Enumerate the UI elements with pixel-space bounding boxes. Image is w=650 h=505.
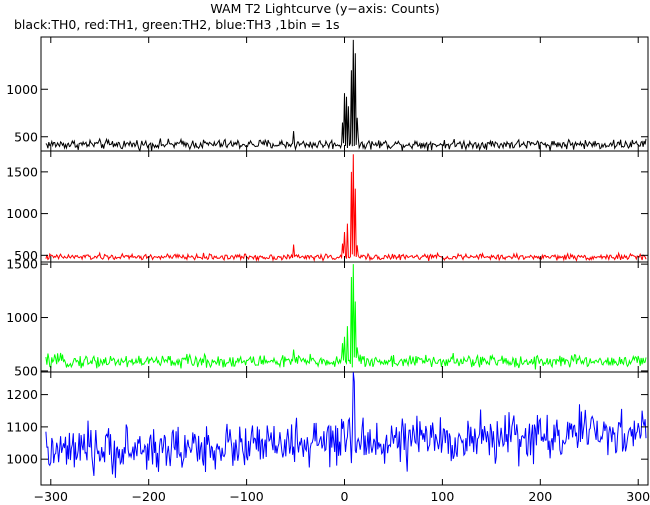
x-tick-label: −200 <box>132 489 166 504</box>
y-tick-label: 500 <box>14 363 38 378</box>
x-tick-label: 0 <box>341 489 349 504</box>
y-tick-label: 500 <box>14 248 38 263</box>
x-tick-label: 200 <box>528 489 552 504</box>
y-tick-label: 1000 <box>6 206 38 221</box>
panel-th0: 500 1000 <box>6 36 649 153</box>
chart-subtitle: black:TH0, red:TH1, green:TH2, blue:TH3 … <box>14 17 340 32</box>
panel-th1: 500 1000 1500 <box>6 150 649 263</box>
series-line-th3 <box>45 372 647 478</box>
chart-title: WAM T2 Lightcurve (y−axis: Counts) <box>210 1 440 16</box>
series-line-th1 <box>45 154 647 262</box>
x-tick-label: 100 <box>430 489 454 504</box>
y-tick-label: 1000 <box>6 310 38 325</box>
y-tick-label: 1500 <box>6 257 38 272</box>
panel-th3: 1000 1100 1200 <box>6 371 649 486</box>
panels-layer: 5001000500100015005001000150010001100120… <box>6 36 649 486</box>
y-tick-label: 1000 <box>6 82 38 97</box>
series-line-th0 <box>45 39 647 153</box>
x-tick-label: 300 <box>626 489 650 504</box>
x-tick-label: −100 <box>229 489 263 504</box>
panel-frame <box>40 261 649 373</box>
y-tick-label: 1100 <box>6 419 38 434</box>
panel-frame <box>40 150 649 263</box>
series-line-th2 <box>45 264 647 370</box>
y-tick-label: 1500 <box>6 164 38 179</box>
x-axis: −300 −200 −100 0 100 200 300 <box>34 489 650 504</box>
y-tick-label: 1200 <box>6 387 38 402</box>
y-tick-label: 1000 <box>6 452 38 467</box>
x-tick-label: −300 <box>34 489 68 504</box>
panel-th2: 500 1000 1500 <box>6 257 649 378</box>
y-tick-label: 500 <box>14 129 38 144</box>
